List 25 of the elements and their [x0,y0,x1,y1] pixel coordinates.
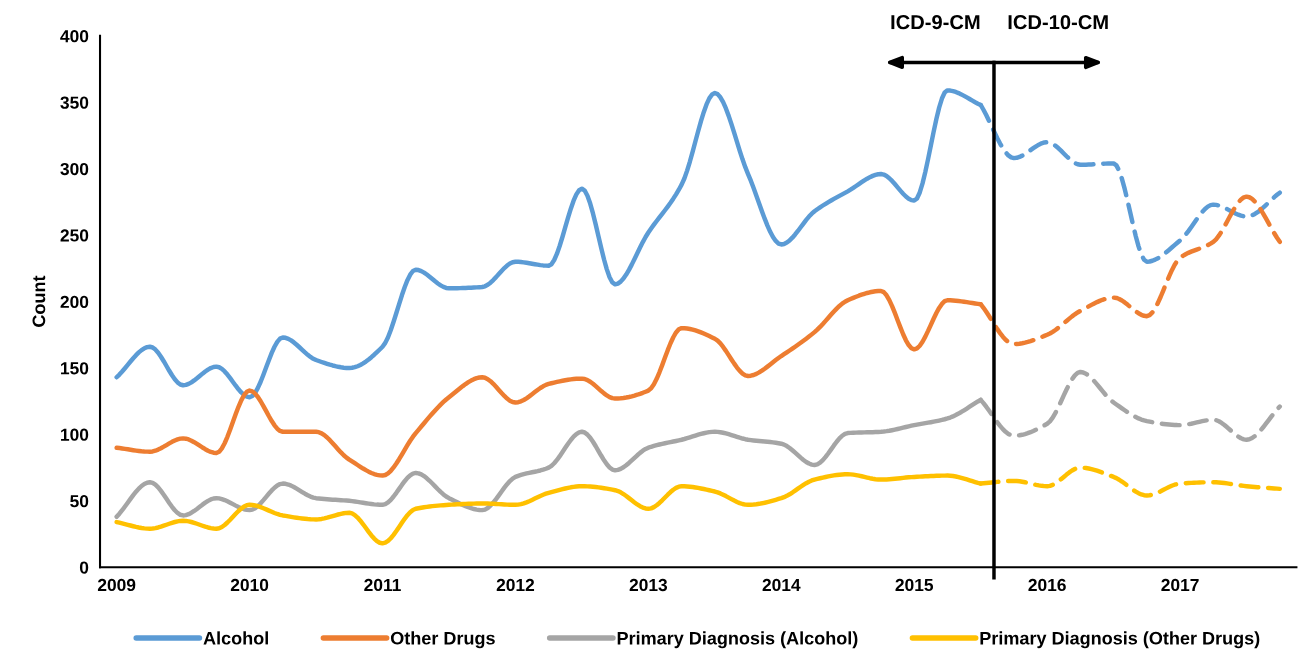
x-tick-label: 2011 [364,578,401,592]
y-tick-label: 50 [70,495,89,508]
y-tick-label: 100 [61,428,89,441]
y-tick-label: 400 [60,30,89,43]
legend-label: Primary Diagnosis (Other Drugs) [980,631,1260,649]
y-tick-label: 150 [61,362,89,375]
x-tick-label: 2013 [629,578,668,592]
x-tick-label: 2017 [1161,578,1199,592]
x-tick-label: 2009 [97,578,136,592]
x-tick-label: 2010 [230,578,269,592]
y-axis-title: Count [32,275,46,327]
legend-label: Alcohol [203,631,268,645]
x-tick-label: 2015 [895,578,934,592]
x-tick-label: 2012 [496,578,535,592]
y-tick-label: 350 [60,96,89,109]
legend-label: Primary Diagnosis (Alcohol) [617,631,858,649]
x-tick-label: 2016 [1028,578,1066,592]
y-tick-label: 200 [60,295,89,309]
text: ICD-9-CM [891,15,980,30]
y-tick-label: 300 [60,162,89,176]
text: ICD-10-CM [1008,15,1108,30]
y-tick-label: 0 [79,561,89,574]
legend-label: Other Drugs [390,631,495,649]
x-tick-label: 2014 [762,578,801,592]
y-tick-label: 250 [60,229,89,242]
